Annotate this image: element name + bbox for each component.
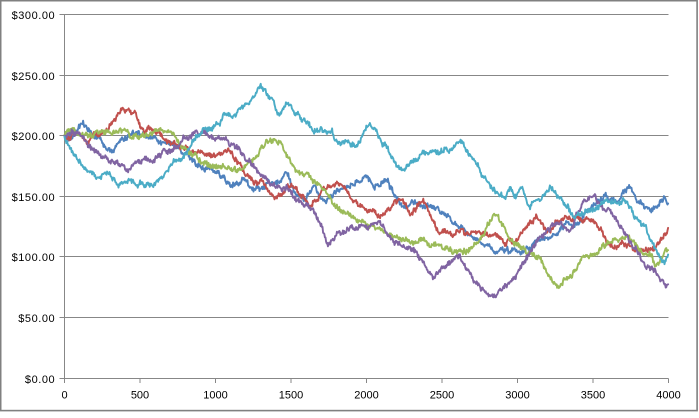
svg-text:3500: 3500 <box>581 390 605 402</box>
svg-text:2000: 2000 <box>354 390 378 402</box>
svg-text:500: 500 <box>131 390 149 402</box>
svg-text:0: 0 <box>61 390 67 402</box>
svg-text:4000: 4000 <box>656 390 680 402</box>
svg-text:3000: 3000 <box>505 390 529 402</box>
svg-text:2500: 2500 <box>430 390 454 402</box>
svg-text:$300.00: $300.00 <box>12 10 56 22</box>
svg-text:1500: 1500 <box>279 390 303 402</box>
svg-text:1000: 1000 <box>203 390 227 402</box>
svg-text:$100.00: $100.00 <box>12 252 56 264</box>
svg-text:$150.00: $150.00 <box>12 192 56 204</box>
svg-text:$0.00: $0.00 <box>25 374 55 386</box>
svg-text:$200.00: $200.00 <box>12 131 56 143</box>
svg-text:$250.00: $250.00 <box>12 71 56 83</box>
svg-text:$50.00: $50.00 <box>18 313 55 325</box>
